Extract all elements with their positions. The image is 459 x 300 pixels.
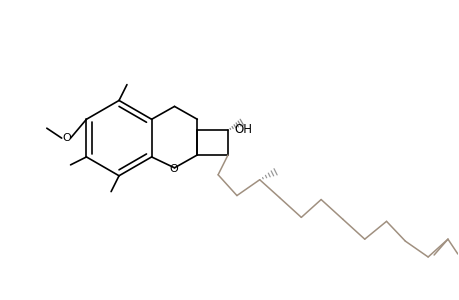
Text: O: O: [169, 164, 178, 174]
Text: OH: OH: [234, 123, 252, 136]
Text: O: O: [62, 133, 71, 143]
